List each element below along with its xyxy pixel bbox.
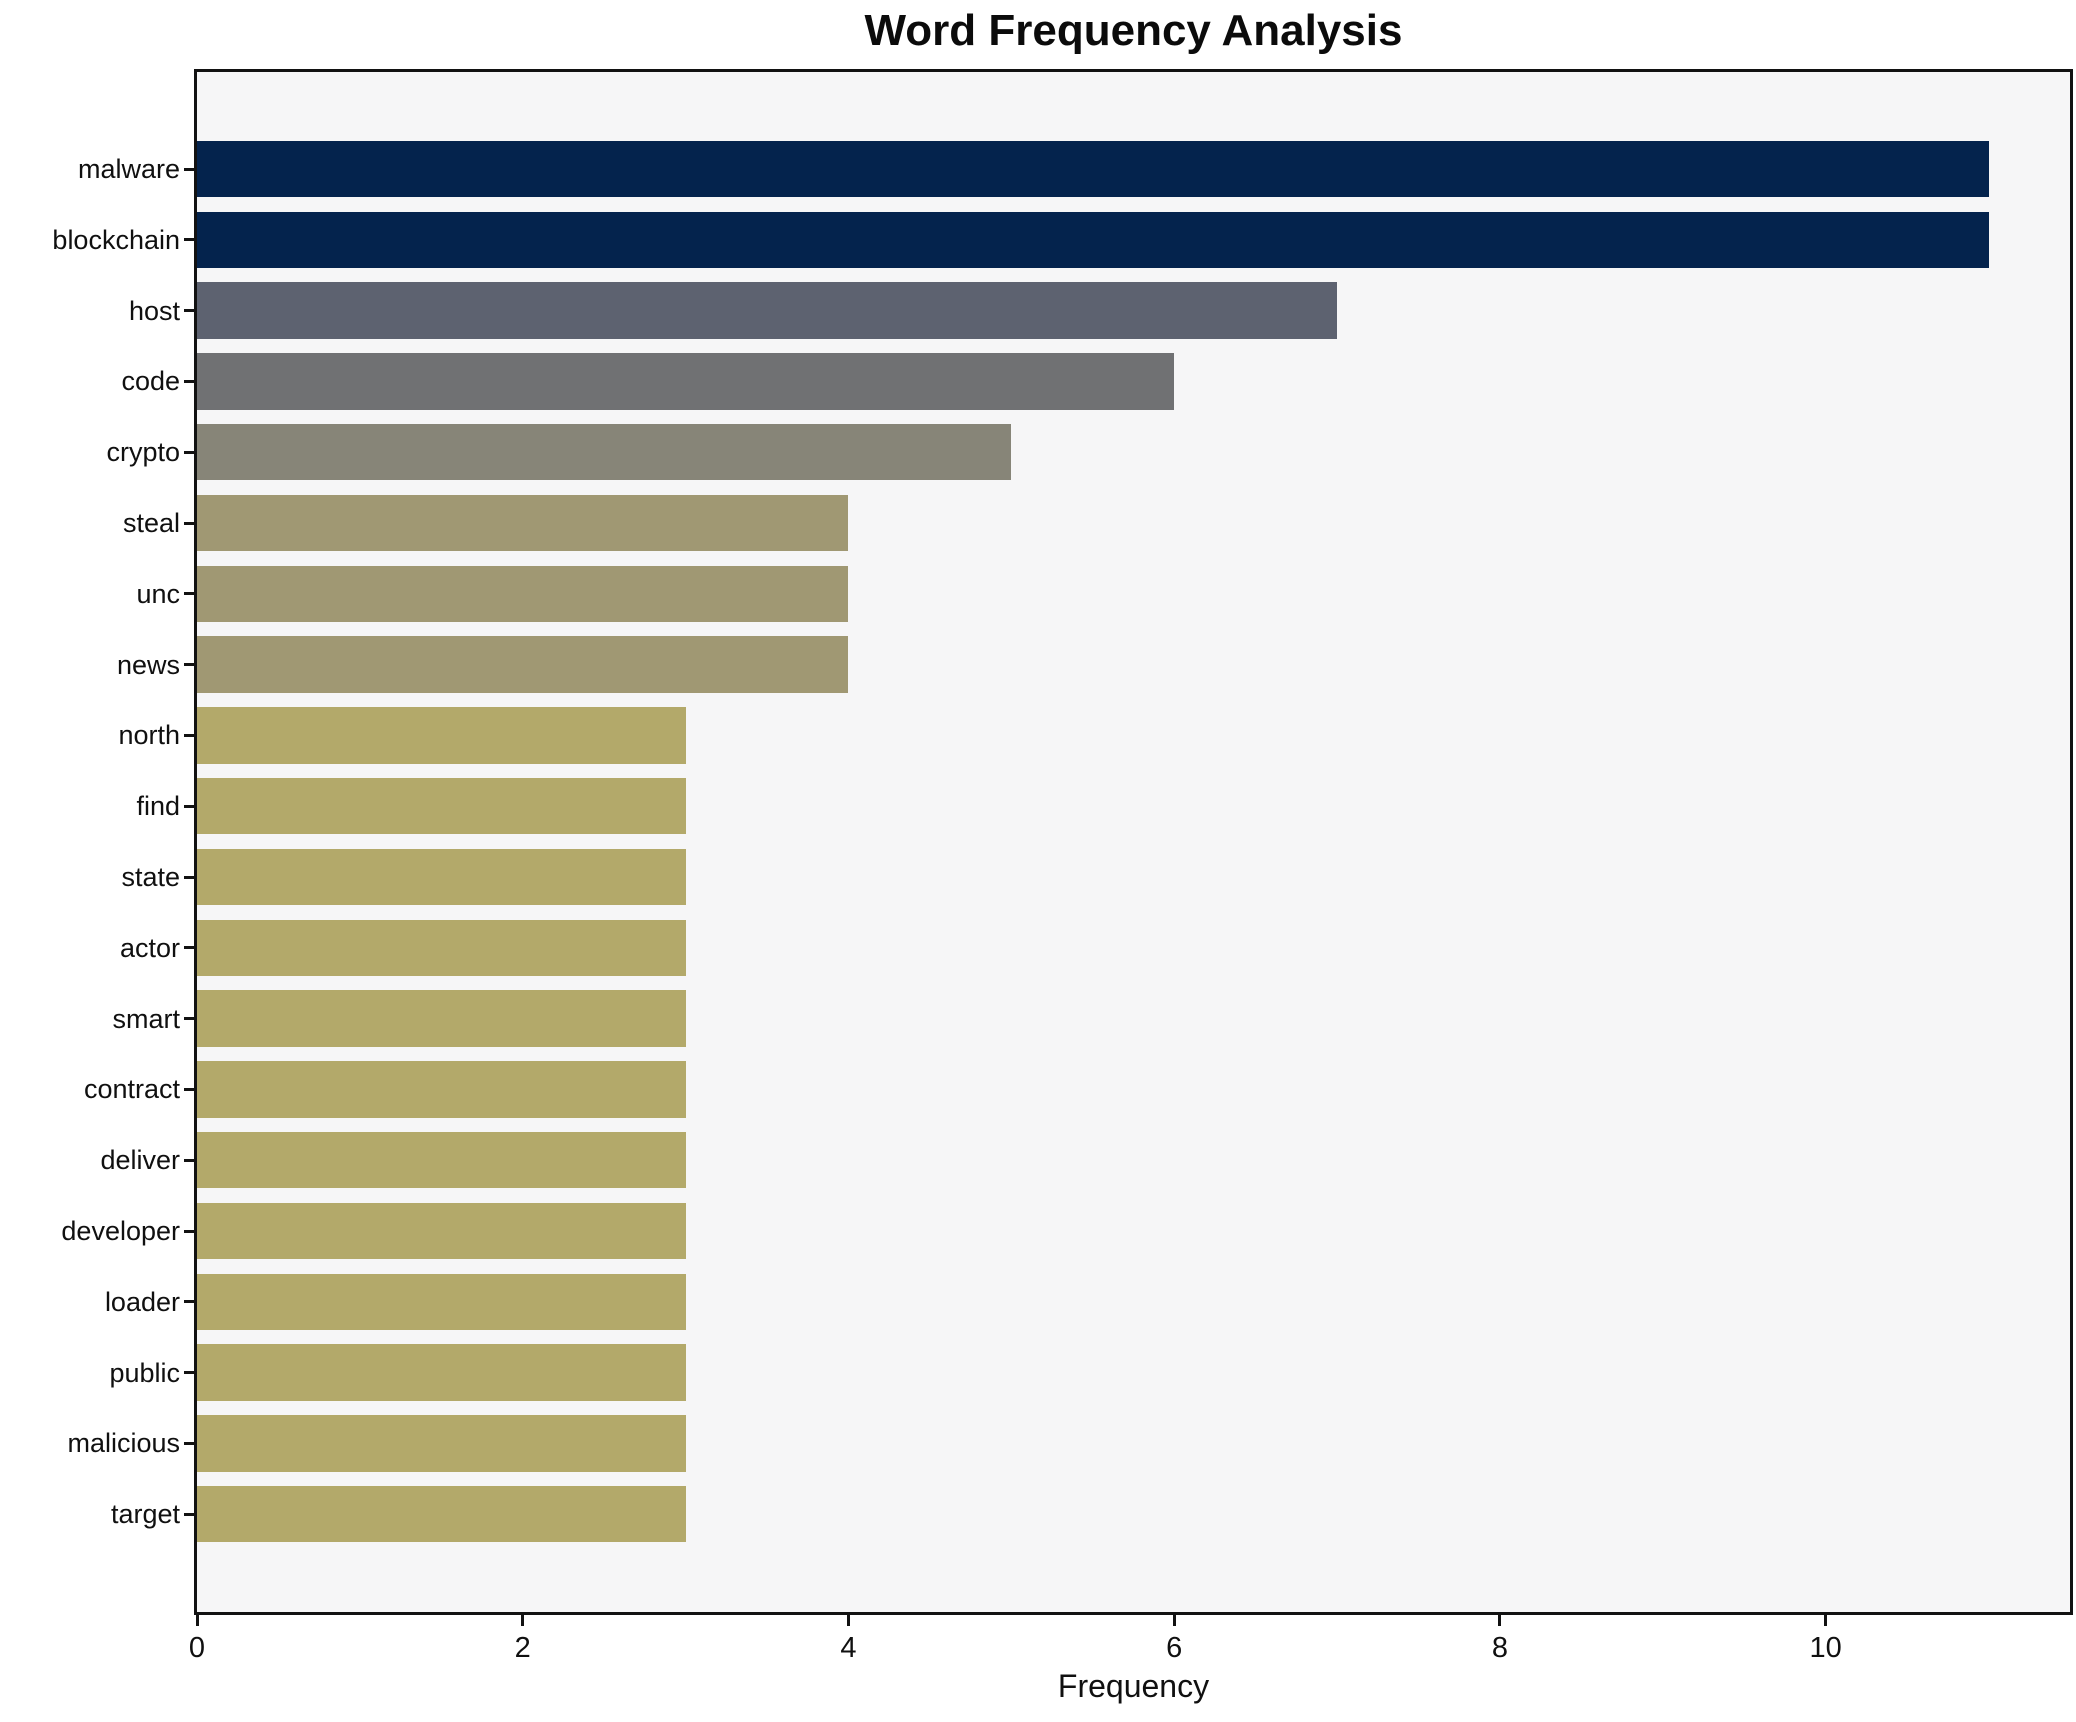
bar-smart [197,990,686,1047]
bar-host [197,282,1338,339]
x-tick [1824,1615,1828,1626]
x-tick-label-4: 4 [840,1632,857,1664]
bar-target [197,1485,686,1543]
y-tick [184,1371,194,1375]
y-tick-label-news: news [116,649,180,680]
x-tick-label-2: 2 [514,1632,531,1664]
y-tick-label-crypto: crypto [106,437,180,468]
bar-actor [197,919,686,977]
y-tick [184,733,194,737]
y-tick-label-steal: steal [122,508,180,538]
plot-area: malware blockchain host code crypto steal unc n… [52,69,2073,1664]
bar-malware [197,140,1989,198]
y-tick-label-state: state [121,862,180,892]
bar-developer [197,1202,686,1260]
y-tick [184,1229,194,1233]
y-tick [184,1512,194,1516]
y-tick-label-find: find [136,791,180,822]
y-tick-label-target: target [110,1499,180,1530]
y-tick-label-loader: loader [104,1286,180,1317]
bar-crypto [197,423,1012,481]
x-tick-label-8: 8 [1491,1632,1509,1664]
y-tick [184,592,194,596]
bar-malicious [197,1415,686,1472]
bar-blockchain [197,211,1989,269]
y-tick [184,1300,194,1304]
y-tick [184,1017,194,1021]
bar-loader [197,1273,686,1331]
bar-contract [197,1061,686,1118]
x-tick-label-10: 10 [1809,1632,1842,1664]
y-tick-label-unc: unc [136,578,180,609]
bar-unc [197,565,849,623]
x-tick [1172,1615,1176,1626]
y-tick-label-public: public [109,1357,180,1388]
y-tick [184,663,194,667]
y-tick-label-developer: developer [61,1216,180,1246]
y-tick [184,309,194,313]
y-tick-label-code: code [121,366,180,397]
y-tick [184,167,194,171]
y-tick [184,379,194,383]
y-tick [184,1087,194,1091]
y-tick [184,521,194,525]
y-tick-label-contract: contract [83,1074,180,1105]
y-tick [184,875,194,879]
x-tick-label-0: 0 [188,1632,206,1664]
y-tick-label-host: host [128,295,180,326]
x-tick-label-6: 6 [1166,1632,1183,1664]
x-tick [521,1615,525,1626]
y-tick [184,238,194,242]
bar-news [197,636,849,693]
y-tick-label-blockchain: blockchain [52,224,180,255]
x-tick [195,1615,199,1626]
y-tick-label-north: north [118,720,180,751]
y-tick [184,946,194,950]
x-axis-label: Frequency [1057,1668,1210,1704]
bar-state [197,848,686,906]
y-tick [184,1441,194,1445]
y-tick-label-actor: actor [119,932,180,963]
y-tick-label-malicious: malicious [67,1428,180,1459]
y-tick [184,804,194,808]
y-tick-label-deliver: deliver [100,1145,180,1176]
x-tick [846,1615,850,1626]
bar-find [197,777,686,835]
bar-public [197,1344,686,1401]
bar-north [197,707,686,764]
y-tick [184,1158,194,1162]
x-tick [1498,1615,1502,1626]
bar-deliver [197,1131,686,1189]
bar-code [197,353,1175,410]
bar-steal [197,494,849,552]
y-tick [184,450,194,454]
y-tick-label-smart: smart [112,1003,181,1034]
y-tick-label-malware: malware [77,154,180,184]
chart-title: Word Frequency Analysis [864,6,1403,55]
